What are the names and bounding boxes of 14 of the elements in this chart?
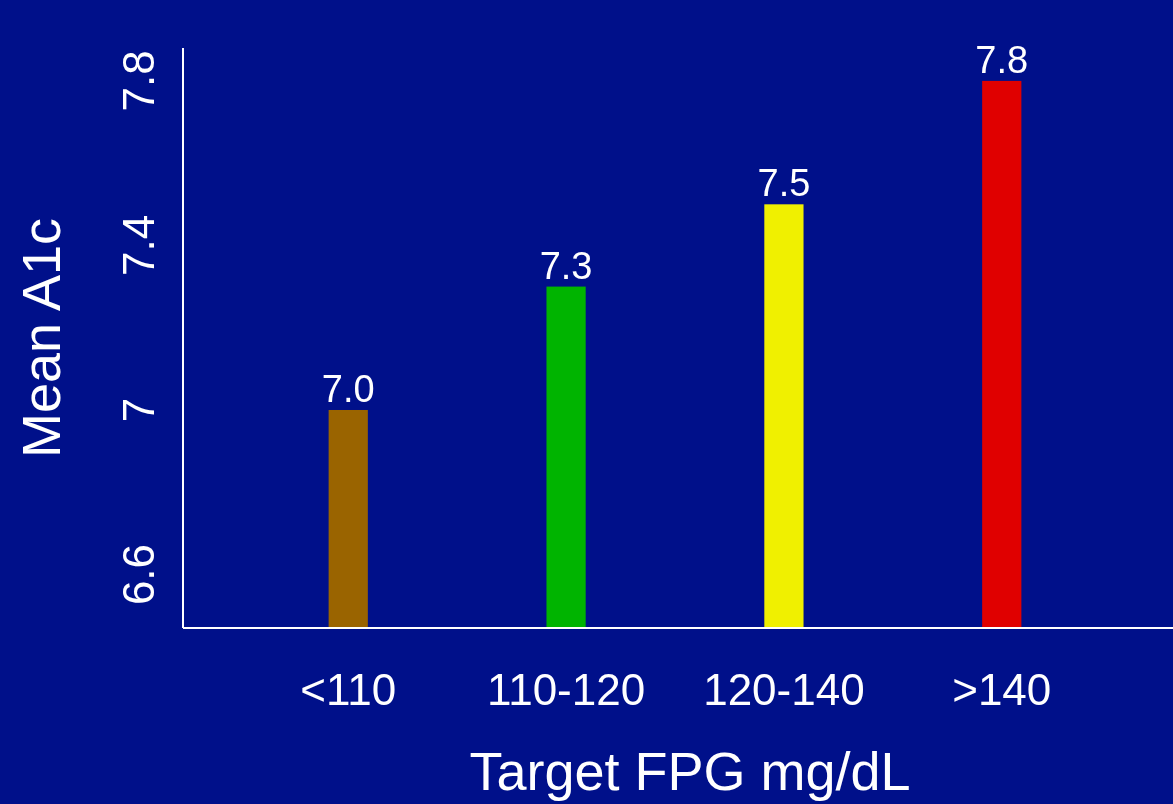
data-label: 7.0 (321, 367, 375, 410)
data-label: 7.8 (975, 38, 1029, 81)
x-axis-title: Target FPG mg/dL (469, 741, 911, 801)
y-tick-label: 7.4 (113, 214, 163, 277)
x-tick-label: 110-120 (486, 665, 646, 714)
data-label: 7.5 (757, 162, 811, 205)
x-tick-label: >140 (952, 665, 1052, 714)
y-tick-label: 6.6 (113, 543, 163, 606)
x-tick-label: 120-140 (703, 665, 865, 714)
y-tick-label: 7.8 (113, 50, 163, 112)
data-label: 7.3 (539, 244, 593, 287)
y-tick-label: 7 (113, 397, 163, 423)
y-axis-title: Mean A1c (11, 217, 71, 459)
x-tick-label: <110 (300, 665, 397, 714)
